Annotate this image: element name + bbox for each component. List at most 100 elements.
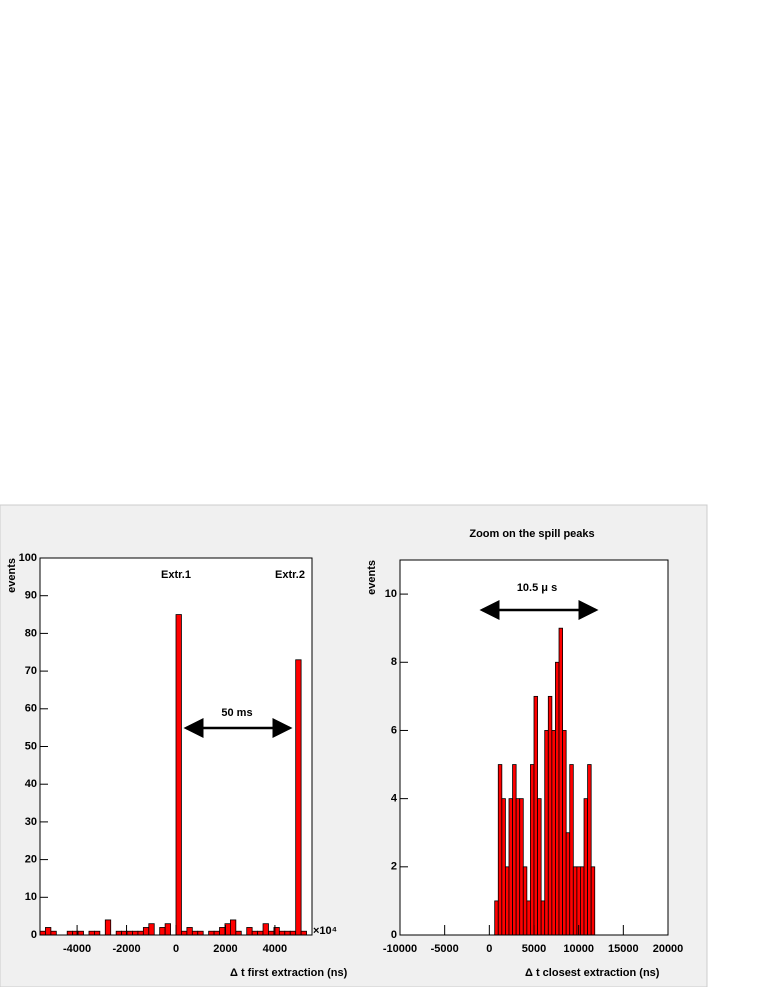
x-tick-label: 5000: [522, 943, 546, 955]
bar: [45, 927, 52, 936]
annotation: 50 ms: [221, 707, 252, 719]
bar: [515, 798, 521, 936]
bar: [526, 900, 531, 936]
bar: [175, 614, 182, 936]
x-tick-label: 4000: [263, 943, 287, 955]
y-tick-label: 60: [25, 703, 37, 715]
bar: [115, 930, 123, 936]
bar: [142, 927, 150, 936]
bar: [587, 764, 592, 936]
bar: [547, 695, 553, 936]
bar: [262, 923, 269, 936]
x-tick-label: 20000: [653, 943, 684, 955]
bar: [289, 930, 297, 936]
x-tick-label: 10000: [563, 943, 594, 955]
x-axis-label: Δ t first extraction (ns): [230, 967, 348, 979]
x-tick-label: -5000: [431, 943, 459, 955]
bar: [501, 798, 506, 936]
bar: [229, 919, 237, 936]
bar: [213, 930, 220, 936]
bar: [208, 930, 215, 936]
y-tick-label: 40: [25, 778, 37, 790]
x-tick-label: 15000: [608, 943, 639, 955]
bar: [544, 730, 549, 936]
y-tick-label: 0: [391, 929, 397, 941]
y-tick-label: 0: [31, 929, 37, 941]
bar: [251, 930, 259, 936]
bar: [126, 930, 133, 936]
y-tick-label: 8: [391, 656, 397, 668]
bar: [522, 866, 528, 936]
y-tick-label: 2: [391, 861, 397, 873]
bar: [530, 764, 535, 936]
bar: [50, 930, 57, 936]
bar: [104, 919, 112, 936]
bar: [508, 798, 513, 936]
y-tick-label: 6: [391, 724, 397, 736]
bar: [39, 930, 46, 936]
bar: [164, 923, 171, 936]
bar: [540, 900, 546, 936]
bar: [569, 764, 574, 936]
bar: [219, 927, 226, 936]
bar: [519, 798, 524, 936]
bar: [257, 930, 264, 936]
bar: [537, 798, 542, 936]
x-tick-label: -4000: [63, 943, 91, 955]
bar: [88, 930, 95, 936]
bar: [558, 627, 563, 936]
x-tick-label: 0: [486, 943, 492, 955]
bar: [77, 930, 84, 936]
y-axis-label: events: [6, 558, 18, 593]
y-tick-label: 10: [25, 891, 37, 903]
bar: [590, 866, 596, 936]
y-tick-label: 90: [25, 590, 37, 602]
bar: [551, 730, 556, 936]
x-tick-label: 0: [173, 943, 179, 955]
bar: [132, 930, 139, 936]
y-tick-label: 100: [19, 552, 37, 564]
bar: [576, 866, 581, 936]
y-tick-label: 80: [25, 627, 37, 639]
bar: [494, 900, 499, 936]
bar: [580, 866, 585, 936]
y-tick-label: 50: [25, 740, 37, 752]
y-axis-label: events: [366, 560, 378, 595]
bar: [278, 930, 286, 936]
bar: [512, 764, 517, 936]
bar: [300, 930, 307, 936]
bar: [295, 659, 302, 936]
bar: [197, 930, 204, 936]
y-tick-label: 20: [25, 854, 37, 866]
y-tick-label: 70: [25, 665, 37, 677]
x-multiplier: ×10⁴: [313, 925, 337, 937]
bar: [555, 661, 560, 936]
bar: [148, 923, 155, 936]
bar: [497, 764, 503, 936]
bar: [66, 930, 74, 936]
bar: [246, 927, 253, 936]
bar: [181, 930, 188, 936]
bar: [505, 866, 510, 936]
y-tick-label: 30: [25, 816, 37, 828]
chart-title: Zoom on the spill peaks: [469, 528, 594, 540]
bar: [191, 930, 199, 936]
bar: [186, 927, 193, 936]
y-tick-label: 10: [385, 588, 397, 600]
bar: [284, 930, 291, 936]
bar: [583, 798, 589, 936]
annotation: Extr.2: [275, 569, 305, 581]
bar: [565, 832, 571, 936]
x-tick-label: 2000: [213, 943, 237, 955]
bar: [268, 930, 275, 936]
annotation: 10.5 μ s: [517, 582, 557, 594]
x-tick-label: -2000: [112, 943, 140, 955]
bar: [533, 695, 538, 936]
bar: [572, 866, 578, 936]
bar: [235, 930, 242, 936]
x-axis-label: Δ t closest extraction (ns): [525, 967, 660, 979]
y-tick-label: 4: [391, 793, 398, 805]
x-tick-label: -10000: [383, 943, 417, 955]
annotation: Extr.1: [161, 569, 191, 581]
